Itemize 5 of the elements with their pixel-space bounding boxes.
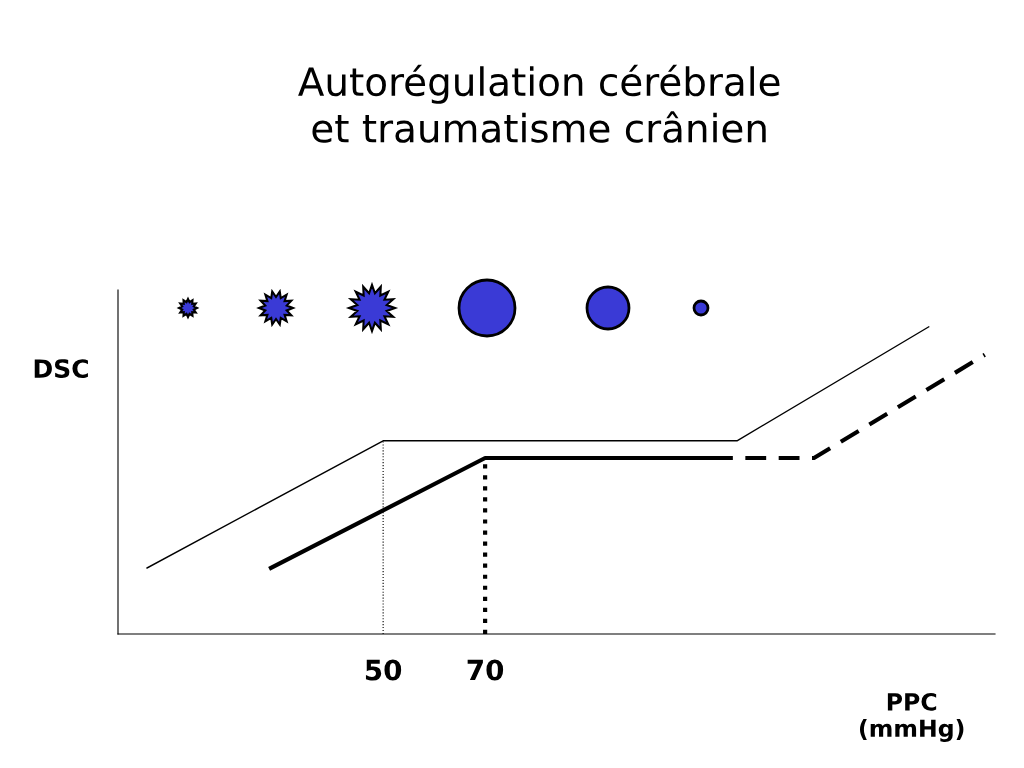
x-axis-title: PPC (mmHg) [859, 692, 964, 742]
y-axis-title: DSC [34, 359, 88, 379]
x-tick-label: 70 [467, 659, 504, 681]
x-tick-label: 50 [365, 659, 402, 681]
chart-title: Autorégulation cérébrale et traumatisme crânien [298, 64, 780, 143]
